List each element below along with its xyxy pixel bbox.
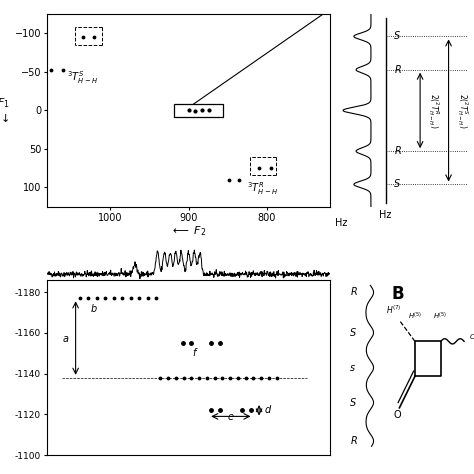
Text: $H^{(5)}$: $H^{(5)}$ bbox=[409, 311, 423, 322]
Text: $^3T^S_{H-H}$: $^3T^S_{H-H}$ bbox=[67, 69, 98, 86]
Bar bbox=[174, 103, 223, 118]
Text: S: S bbox=[394, 180, 401, 190]
Text: Hz: Hz bbox=[335, 218, 347, 228]
Text: S: S bbox=[350, 328, 356, 337]
Text: R: R bbox=[350, 287, 357, 297]
Text: f: f bbox=[192, 348, 196, 358]
Text: O: O bbox=[393, 410, 401, 420]
Text: a: a bbox=[63, 334, 69, 344]
Text: $2(^2T^R_{H-H})$: $2(^2T^R_{H-H})$ bbox=[426, 93, 441, 128]
Text: s: s bbox=[350, 363, 356, 373]
Text: B: B bbox=[392, 285, 404, 303]
Text: $H^{(5)}$: $H^{(5)}$ bbox=[433, 311, 447, 322]
Text: R: R bbox=[350, 436, 357, 446]
Text: d: d bbox=[264, 405, 271, 415]
Text: Hz: Hz bbox=[379, 210, 391, 220]
X-axis label: $\longleftarrow$ $F_2$: $\longleftarrow$ $F_2$ bbox=[170, 224, 207, 238]
Text: $CH_3^{(4)}$: $CH_3^{(4)}$ bbox=[469, 331, 474, 345]
Text: S: S bbox=[350, 398, 356, 408]
Text: $^3T^R_{H-H}$: $^3T^R_{H-H}$ bbox=[246, 181, 278, 197]
Text: e: e bbox=[228, 412, 234, 422]
Text: $2(^2T^S_{H-H})$: $2(^2T^S_{H-H})$ bbox=[455, 93, 470, 128]
Text: $H^{(7)}$: $H^{(7)}$ bbox=[386, 304, 402, 316]
Text: b: b bbox=[91, 303, 97, 314]
Text: R: R bbox=[394, 65, 401, 75]
Y-axis label: $F_1$
$\downarrow$: $F_1$ $\downarrow$ bbox=[0, 97, 10, 124]
Text: R: R bbox=[394, 146, 401, 156]
Text: S: S bbox=[394, 31, 401, 41]
